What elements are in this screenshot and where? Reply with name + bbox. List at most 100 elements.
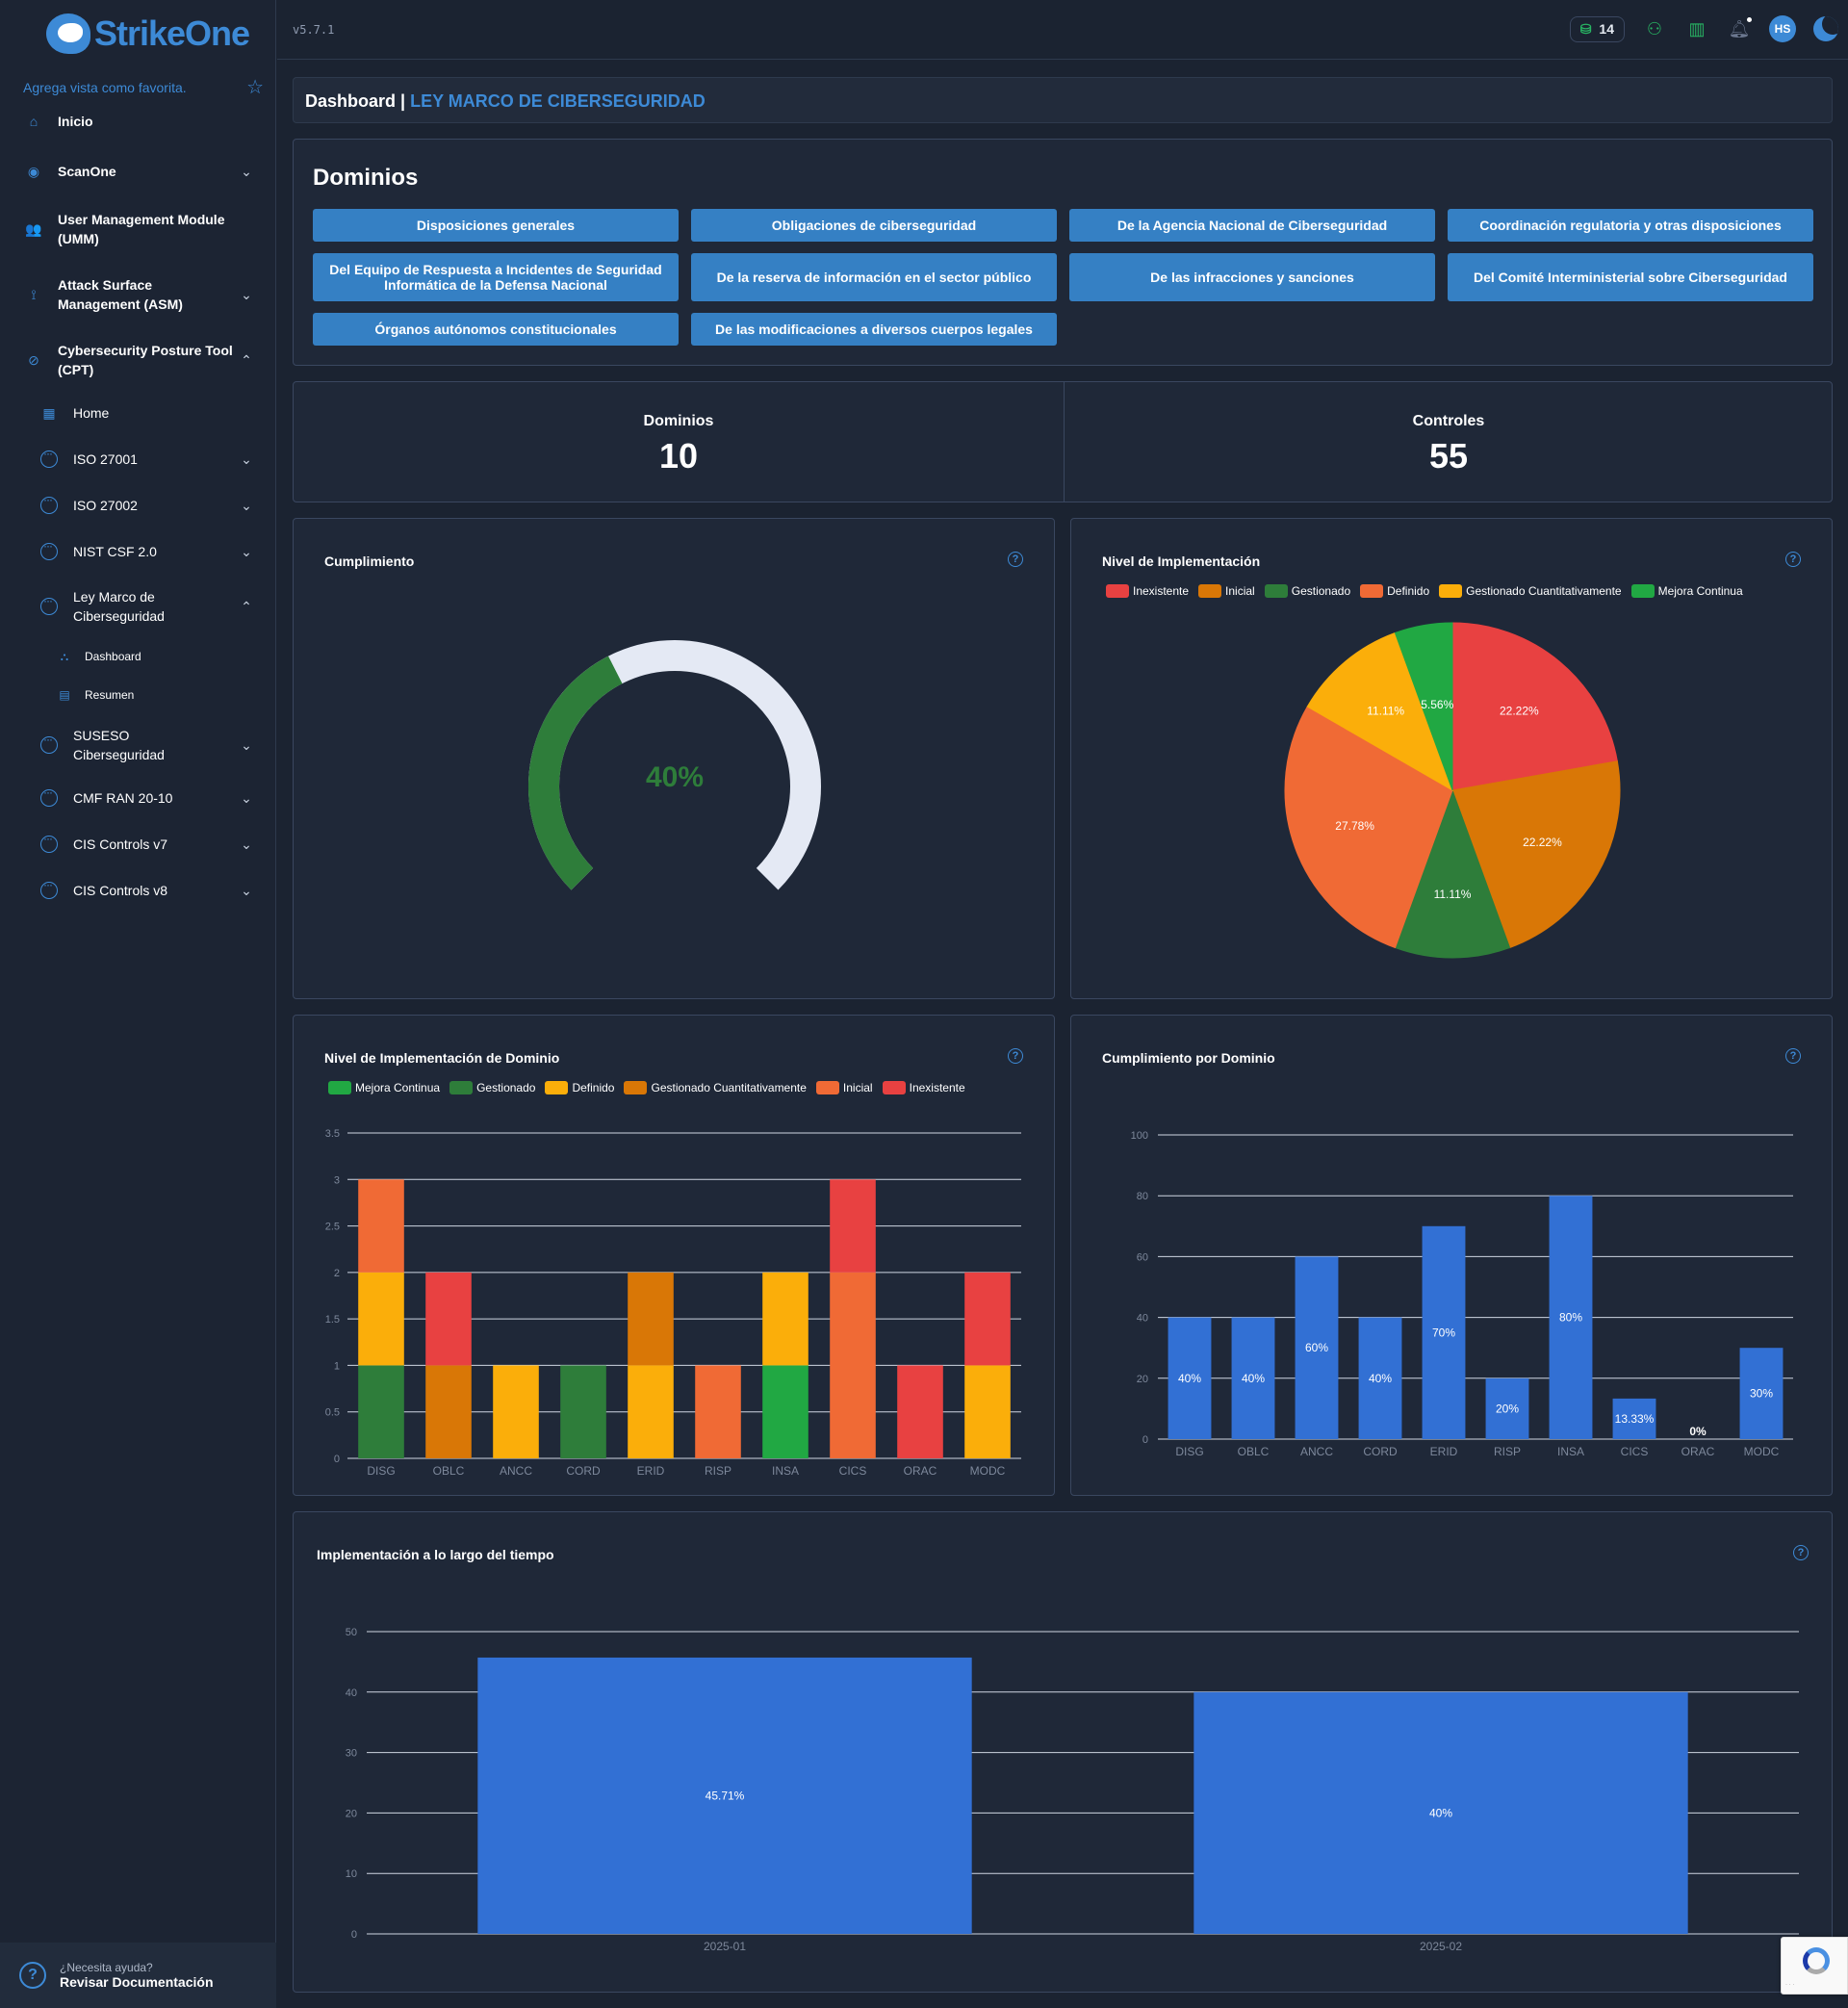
breadcrumb-root[interactable]: Dashboard | bbox=[305, 91, 406, 111]
question-circle-icon: ? bbox=[19, 1962, 46, 1989]
legend-item[interactable]: Gestionado bbox=[1264, 584, 1350, 598]
topbar: v5.7.1 ⛁ 14 ⚇ ▥ 🔔︎ HS bbox=[277, 0, 1848, 60]
domain-button[interactable]: De la reserva de información en el secto… bbox=[691, 253, 1057, 301]
avatar[interactable]: HS bbox=[1769, 15, 1796, 42]
version-label: v5.7.1 bbox=[293, 23, 335, 37]
stacked-bar-segment bbox=[425, 1365, 472, 1458]
sidebar-item-cis-v8[interactable]: CIS Controls v8 ⌄ bbox=[0, 878, 275, 901]
domain-button[interactable]: Del Equipo de Respuesta a Incidentes de … bbox=[313, 253, 679, 301]
legend-item[interactable]: Definido bbox=[545, 1081, 614, 1094]
sidebar-item-label: Resumen bbox=[85, 688, 135, 702]
strikeone-logo[interactable]: StrikeOne bbox=[46, 13, 250, 54]
domain-button[interactable]: De las modificaciones a diversos cuerpos… bbox=[691, 313, 1057, 346]
users-icon: 👥 bbox=[25, 220, 42, 237]
legend-swatch bbox=[1198, 584, 1222, 598]
bar-label: 80% bbox=[1559, 1311, 1582, 1325]
domain-button[interactable]: Disposiciones generales bbox=[313, 209, 679, 242]
domains-title: Dominios bbox=[313, 165, 419, 191]
team-icon[interactable]: ⚇ bbox=[1646, 18, 1663, 39]
help-icon[interactable]: ? bbox=[1785, 552, 1801, 567]
legend-item[interactable]: Inicial bbox=[815, 1081, 873, 1094]
help-icon[interactable]: ? bbox=[1008, 552, 1023, 567]
star-icon[interactable]: ☆ bbox=[246, 77, 264, 98]
favorite-row: Agrega vista como favorita. ☆ bbox=[23, 75, 264, 99]
legend-item[interactable]: Inexistente bbox=[882, 1081, 965, 1094]
help-link[interactable]: Revisar Documentación bbox=[60, 1974, 214, 1990]
sidebar-item-cpt[interactable]: ⊘ Cybersecurity Posture Tool (CPT) ⌃ bbox=[0, 341, 275, 379]
x-tick-label: CICS bbox=[839, 1464, 867, 1478]
sidebar-item-scanone[interactable]: ◉ ScanOne ⌄ bbox=[0, 160, 275, 183]
stacked-bar-segment bbox=[425, 1272, 472, 1366]
legend-label: Definido bbox=[572, 1081, 615, 1094]
stacked-bar-segment bbox=[762, 1272, 808, 1366]
sidebar-item-iso27002[interactable]: ISO 27002 ⌄ bbox=[0, 493, 275, 516]
help-icon[interactable]: ? bbox=[1793, 1545, 1809, 1560]
bar-label: 40% bbox=[1178, 1372, 1201, 1385]
y-tick-label: 0 bbox=[1142, 1434, 1148, 1446]
moon-icon[interactable] bbox=[1813, 16, 1838, 41]
pie-legend: Inexistente Inicial Gestionado Definido Gest… bbox=[1106, 584, 1743, 598]
logo-text: StrikeOne bbox=[94, 13, 250, 53]
legend-item[interactable]: Inexistente bbox=[1106, 584, 1189, 598]
sidebar-item-label: NIST CSF 2.0 bbox=[73, 544, 157, 559]
sidebar-item-label: Cybersecurity Posture Tool (CPT) bbox=[58, 343, 233, 377]
sidebar-item-home[interactable]: ▦ Home bbox=[0, 402, 275, 424]
sidebar-item-label: CIS Controls v7 bbox=[73, 837, 168, 852]
legend-item[interactable]: Gestionado Cuantitativamente bbox=[1439, 584, 1622, 598]
bar-label: 40% bbox=[1429, 1806, 1452, 1819]
bell-icon[interactable]: 🔔︎ bbox=[1727, 14, 1754, 39]
chevron-up-icon: ⌃ bbox=[241, 598, 252, 614]
pie-chart: 22.22% 22.22% 11.11% 27.78% 11.11% 5.56% bbox=[1284, 622, 1621, 959]
domain-button[interactable]: Del Comité Interministerial sobre Cibers… bbox=[1448, 253, 1813, 301]
sidebar-item-cmf[interactable]: CMF RAN 20-10 ⌄ bbox=[0, 785, 275, 809]
legend-item[interactable]: Mejora Continua bbox=[328, 1081, 440, 1094]
circle-dots-icon bbox=[38, 539, 60, 562]
legend-swatch bbox=[449, 1081, 474, 1094]
sidebar-item-resumen[interactable]: ▤ Resumen bbox=[0, 685, 275, 705]
sidebar-item-label: CIS Controls v8 bbox=[73, 883, 168, 898]
domain-button[interactable]: Coordinación regulatoria y otras disposi… bbox=[1448, 209, 1813, 242]
legend-item[interactable]: Gestionado Cuantitativamente bbox=[624, 1081, 807, 1094]
recaptcha-badge[interactable]: · · · bbox=[1781, 1937, 1848, 1995]
bar-label: 30% bbox=[1750, 1387, 1773, 1401]
sidebar-item-nist[interactable]: NIST CSF 2.0 ⌄ bbox=[0, 539, 275, 562]
sidebar-item-inicio[interactable]: ⌂ Inicio bbox=[0, 110, 275, 133]
cumplimiento-card: Cumplimiento ? 40% bbox=[293, 518, 1055, 999]
help-icon[interactable]: ? bbox=[1008, 1048, 1023, 1064]
legend-label: Mejora Continua bbox=[1657, 584, 1743, 598]
y-tick-label: 2 bbox=[334, 1268, 340, 1279]
y-tick-label: 80 bbox=[1137, 1191, 1148, 1202]
building-icon[interactable]: ▥ bbox=[1688, 18, 1706, 39]
sidebar-item-suseso[interactable]: SUSESO Ciberseguridad ⌄ bbox=[0, 726, 275, 764]
x-tick-label: RISP bbox=[705, 1464, 732, 1478]
chevron-down-icon: ⌄ bbox=[241, 836, 252, 852]
stat-label: Controles bbox=[1412, 413, 1485, 429]
sidebar-item-cis-v7[interactable]: CIS Controls v7 ⌄ bbox=[0, 832, 275, 855]
y-tick-label: 0 bbox=[351, 1929, 357, 1941]
coins-badge[interactable]: ⛁ 14 bbox=[1569, 15, 1625, 42]
legend-label: Inexistente bbox=[1133, 584, 1190, 598]
sidebar-item-dashboard[interactable]: ⛬ Dashboard bbox=[0, 647, 275, 666]
stacked-bar-segment bbox=[897, 1365, 943, 1458]
legend-item[interactable]: Inicial bbox=[1198, 584, 1255, 598]
sidebar-item-umm[interactable]: 👥 User Management Module (UMM) bbox=[0, 210, 275, 248]
domain-button[interactable]: De la Agencia Nacional de Ciberseguridad bbox=[1069, 209, 1435, 242]
stacked-bar-segment bbox=[830, 1272, 876, 1458]
home-icon: ⌂ bbox=[29, 114, 38, 129]
domain-button[interactable]: Obligaciones de ciberseguridad bbox=[691, 209, 1057, 242]
sidebar-item-ley-marco[interactable]: Ley Marco de Ciberseguridad ⌃ bbox=[0, 587, 275, 626]
sidebar-item-asm[interactable]: ⟟ Attack Surface Management (ASM) ⌄ bbox=[0, 275, 275, 314]
sidebar-item-label: Attack Surface Management (ASM) bbox=[58, 277, 183, 312]
help-box[interactable]: ? ¿Necesita ayuda? Revisar Documentación bbox=[0, 1943, 276, 2008]
bar-label: 0% bbox=[1689, 1425, 1707, 1438]
sitemap-icon: ⛬ bbox=[60, 649, 69, 663]
legend-item[interactable]: Gestionado bbox=[449, 1081, 535, 1094]
help-icon[interactable]: ? bbox=[1785, 1048, 1801, 1064]
domain-button[interactable]: De las infracciones y sanciones bbox=[1069, 253, 1435, 301]
sidebar-item-iso27001[interactable]: ISO 27001 ⌄ bbox=[0, 447, 275, 470]
legend-item[interactable]: Definido bbox=[1360, 584, 1429, 598]
legend-item[interactable]: Mejora Continua bbox=[1630, 584, 1743, 598]
bar-label: 13.33% bbox=[1615, 1412, 1655, 1426]
domain-button[interactable]: Órganos autónomos constitucionales bbox=[313, 313, 679, 346]
